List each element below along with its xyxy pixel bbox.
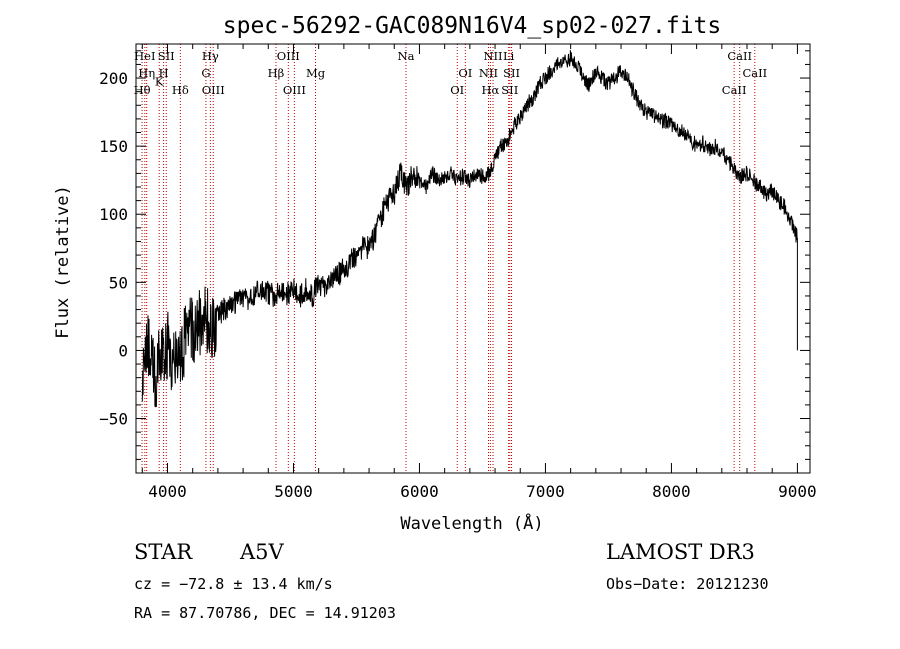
y-axis-label: Flux (relative) xyxy=(53,185,73,339)
spectral-line-label: HeI xyxy=(134,49,155,63)
spectral-line-label: NII xyxy=(479,66,498,80)
spectral-line-label: OIII xyxy=(277,49,300,63)
spectral-line-label: SII xyxy=(501,83,518,97)
spectral-line-label: Hγ xyxy=(202,49,219,63)
x-tick-label: 4000 xyxy=(148,482,187,501)
spectral-line-label: K xyxy=(155,75,164,89)
flux-line xyxy=(141,50,798,408)
y-tick-label: 50 xyxy=(109,273,128,292)
ra-dec: RA = 87.70786, DEC = 14.91203 xyxy=(134,604,396,622)
x-tick-label: 6000 xyxy=(400,482,439,501)
chart-title: spec-56292-GAC089N16V4_sp02-027.fits xyxy=(223,13,722,39)
spectral-line-label: Na xyxy=(398,49,415,63)
spectral-line-label: SII xyxy=(503,66,520,80)
y-tick-label: −50 xyxy=(99,410,128,429)
x-tick-label: 7000 xyxy=(526,482,565,501)
x-tick-label: 9000 xyxy=(778,482,817,501)
spectral-line-label: SII xyxy=(158,49,175,63)
spectral-line-label: OI xyxy=(458,66,472,80)
spectral-line-label: OI xyxy=(450,83,464,97)
y-tick-label: 200 xyxy=(99,69,128,88)
spectral-line-label: CaII xyxy=(742,66,767,80)
spectral-line-label: OIII xyxy=(283,83,306,97)
spectral-line-label: OIII xyxy=(202,83,225,97)
x-tick-label: 5000 xyxy=(274,482,313,501)
spectral-line-label: Hθ xyxy=(134,83,151,97)
spectral-line-label: NII xyxy=(483,49,502,63)
spectrum-chart: spec-56292-GAC089N16V4_sp02-027.fits HeI… xyxy=(53,13,817,534)
spectral-line-label: Hα xyxy=(481,83,499,97)
survey-name: LAMOST DR3 xyxy=(606,540,755,564)
y-tick-label: 150 xyxy=(99,137,128,156)
flux-series xyxy=(141,50,798,408)
object-class: STAR xyxy=(134,540,193,564)
spectral-line-label: CaII xyxy=(727,49,752,63)
object-subclass: A5V xyxy=(240,540,284,564)
obs-date: Obs−Date: 20121230 xyxy=(606,575,769,593)
spectral-line-label: Hδ xyxy=(172,83,189,97)
spectral-line-label: H xyxy=(159,66,169,80)
x-axis-label: Wavelength (Å) xyxy=(400,512,543,534)
spectral-line-label: Hβ xyxy=(268,66,285,80)
redshift-cz: cz = −72.8 ± 13.4 km/s xyxy=(134,575,333,593)
spectral-lines xyxy=(141,44,756,473)
y-tick-label: 100 xyxy=(99,205,128,224)
spectral-line-label: Mg xyxy=(306,66,326,80)
axis-ticks: 4000 5000 6000 7000 8000 9000 −50 0 50 100 150 200 xyxy=(99,44,817,501)
x-tick-label: 8000 xyxy=(652,482,691,501)
y-tick-label: 0 xyxy=(118,341,128,360)
plot-frame xyxy=(135,43,811,474)
spectral-line-label: G xyxy=(201,66,210,80)
spectral-line-label: CaII xyxy=(722,83,747,97)
spectral-line-label: Hη xyxy=(138,66,155,80)
spectral-line-label: Li xyxy=(503,49,515,63)
